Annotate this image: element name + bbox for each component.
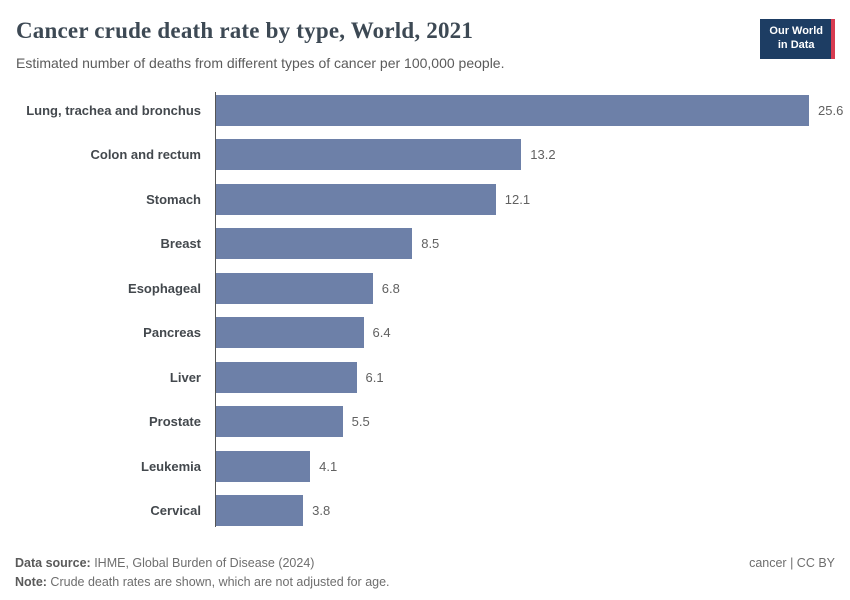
chart-rows: Lung, trachea and bronchus 25.6 Colon and … — [15, 88, 843, 534]
chart-row: Esophageal 6.8 — [15, 266, 835, 311]
bar[interactable] — [215, 450, 311, 482]
chart-row: Colon and rectum 13.2 — [15, 133, 835, 178]
bar[interactable] — [215, 183, 496, 215]
chart-row: Leukemia 4.1 — [15, 444, 835, 489]
bar-area: 6.4 — [215, 317, 835, 349]
value-label: 25.6 — [818, 102, 844, 118]
chart-header: Cancer crude death rate by type, World, … — [15, 18, 835, 71]
page-title: Cancer crude death rate by type, World, … — [16, 18, 474, 43]
note-line: Note: Crude death rates are shown, which… — [15, 573, 390, 592]
chart-row: Cervical 3.8 — [15, 489, 835, 534]
chart-row: Prostate 5.5 — [15, 400, 835, 445]
source-text: IHME, Global Burden of Disease (2024) — [90, 556, 315, 570]
category-label: Liver — [169, 369, 201, 385]
bar-area: 6.1 — [215, 361, 835, 393]
value-label: 6.4 — [372, 325, 391, 341]
chart-row: Liver 6.1 — [15, 355, 835, 400]
value-label: 6.1 — [365, 369, 384, 385]
logo-line-2: in Data — [777, 39, 815, 52]
bar-area: 25.6 — [215, 94, 843, 126]
bar[interactable] — [215, 361, 357, 393]
bar-area: 8.5 — [215, 228, 835, 260]
footer-notes: Data source: IHME, Global Burden of Dise… — [15, 554, 390, 593]
chart-row: Breast 8.5 — [15, 222, 835, 267]
bar-area: 6.8 — [215, 272, 835, 304]
bar[interactable] — [215, 139, 522, 171]
value-label: 5.5 — [351, 414, 370, 430]
bar-chart: Lung, trachea and bronchus 25.6 Colon and … — [15, 88, 843, 534]
bar[interactable] — [215, 406, 343, 438]
chart-row: Stomach 12.1 — [15, 177, 835, 222]
logo-line-1: Our World — [769, 25, 823, 37]
bar[interactable] — [215, 495, 304, 527]
chart-row: Lung, trachea and bronchus 25.6 — [15, 88, 843, 133]
value-label: 13.2 — [530, 147, 556, 163]
owid-logo[interactable]: Our World in Data — [760, 19, 835, 59]
value-label: 3.8 — [312, 503, 331, 519]
category-label: Pancreas — [143, 325, 201, 341]
bar-area: 12.1 — [215, 183, 835, 215]
bar[interactable] — [215, 272, 373, 304]
value-label: 8.5 — [421, 236, 440, 252]
category-label: Leukemia — [141, 458, 201, 474]
bar-area: 3.8 — [215, 495, 835, 527]
chart-row: Pancreas 6.4 — [15, 311, 835, 356]
category-label: Breast — [160, 236, 201, 252]
y-axis-line — [215, 92, 216, 527]
bar-area: 13.2 — [215, 139, 835, 171]
value-label: 12.1 — [504, 191, 531, 207]
page-subtitle: Estimated number of deaths from differen… — [16, 55, 505, 71]
category-label: Lung, trachea and bronchus — [26, 102, 201, 118]
source-label: Data source: — [15, 556, 91, 570]
bar[interactable] — [215, 228, 413, 260]
bar[interactable] — [215, 317, 364, 349]
category-label: Esophageal — [128, 280, 201, 296]
category-label: Prostate — [148, 414, 201, 430]
category-label: Colon and rectum — [90, 147, 201, 163]
bar[interactable] — [215, 94, 809, 126]
bar-area: 4.1 — [215, 450, 835, 482]
footer: Data source: IHME, Global Burden of Dise… — [15, 554, 835, 593]
category-label: Stomach — [146, 191, 201, 207]
value-label: 6.8 — [381, 280, 400, 296]
bar-area: 5.5 — [215, 406, 835, 438]
data-source-line: Data source: IHME, Global Burden of Dise… — [15, 554, 390, 573]
value-label: 4.1 — [319, 458, 338, 474]
category-label: Cervical — [150, 503, 201, 519]
note-label: Note: — [15, 575, 47, 590]
note-text: Crude death rates are shown, which are n… — [46, 575, 390, 590]
license-link[interactable]: cancer | CC BY — [749, 556, 835, 570]
